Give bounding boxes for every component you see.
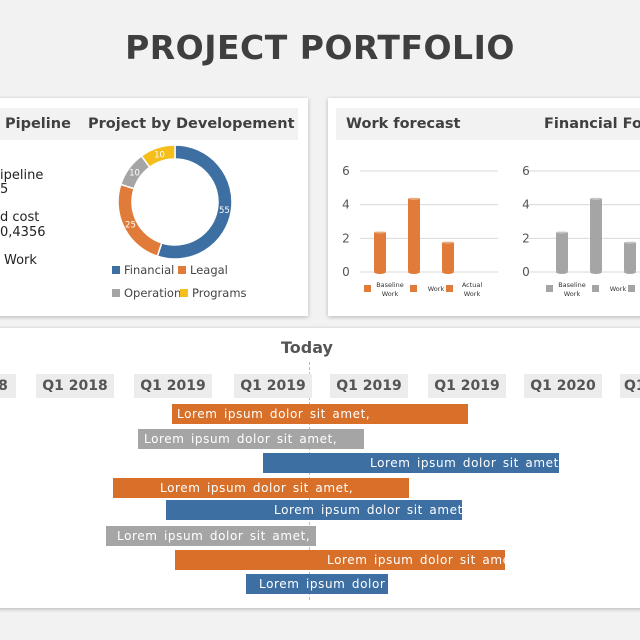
- timeline-task-bar[interactable]: Lorem ipsum dolor: [246, 574, 388, 594]
- bar: [374, 231, 386, 272]
- legend-leagal: Leagal: [178, 263, 228, 277]
- bar-cap: [556, 229, 568, 234]
- bar-base: [590, 270, 602, 274]
- bar-cap: [624, 239, 636, 244]
- pipeline-stat-label: ipeline: [0, 168, 44, 183]
- donut-data-label: 55: [219, 206, 230, 216]
- legend-operation: Operation: [112, 286, 181, 300]
- timeline-task-bar[interactable]: Lorem ipsum dolor sit amet,: [175, 550, 520, 570]
- work-stat-label: Work: [4, 253, 37, 268]
- donut-data-label: 25: [125, 221, 136, 231]
- legend-swatch: [546, 285, 553, 292]
- timeline-task-bar[interactable]: Lorem ipsum dolor sit amet,: [113, 478, 409, 498]
- legend-programs: Programs: [180, 286, 247, 300]
- legend-swatch: [410, 285, 417, 292]
- today-label: Today: [281, 338, 333, 357]
- quarter-label: Q1 2019: [330, 374, 408, 398]
- quarter-label: Q1 2019: [428, 374, 506, 398]
- legend-label: Work: [610, 285, 627, 293]
- quarter-label: Q1: [620, 374, 640, 398]
- cost-stat-label: d cost: [0, 210, 40, 225]
- bar-base: [556, 270, 568, 274]
- pipeline-header: Pipeline: [5, 116, 71, 132]
- timeline-task-bar[interactable]: Lorem ipsum dolor sit amet,: [263, 453, 563, 473]
- bar-cap: [374, 229, 386, 234]
- legend-label: Actual: [462, 281, 483, 289]
- bar: [442, 241, 454, 272]
- timeline-task-bar[interactable]: Lorem ipsum dolor sit amet,: [172, 404, 468, 424]
- panel-header-bg: [336, 108, 640, 140]
- panel-header-bg: [0, 108, 298, 140]
- quarter-label: Q1 2018: [36, 374, 114, 398]
- donut-data-label: 10: [154, 150, 165, 160]
- y-tick-label: 6: [522, 164, 530, 178]
- donut-data-label: 10: [129, 169, 140, 179]
- cost-stat-value: 0,4356: [0, 225, 46, 240]
- bar-cap: [590, 195, 602, 200]
- y-tick-label: 4: [522, 198, 530, 212]
- quarter-label: Q1 2019: [234, 374, 312, 398]
- timeline-task-bar[interactable]: Lorem ipsum dolor sit amet,: [106, 526, 316, 546]
- legend-swatch: [628, 285, 635, 292]
- legend-label: Work: [428, 285, 445, 293]
- work-forecast-header: Work forecast: [346, 116, 461, 132]
- bar-cap: [408, 195, 420, 200]
- bar-base: [624, 270, 636, 274]
- timeline-task-bar[interactable]: Lorem ipsum dolor sit amet,: [166, 500, 467, 520]
- quarter-label: 8: [0, 374, 16, 398]
- legend-label: Baseline: [558, 281, 586, 289]
- bar-base: [374, 270, 386, 274]
- quarter-label: Q1 2020: [524, 374, 602, 398]
- bar: [408, 197, 420, 272]
- quarter-label: Q1 2019: [134, 374, 212, 398]
- bar: [590, 197, 602, 272]
- legend-financial: Financial: [112, 263, 174, 277]
- development-header: Project by Developement: [88, 116, 295, 132]
- legend-swatch: [446, 285, 453, 292]
- page-title: PROJECT PORTFOLIO: [125, 28, 515, 67]
- donut-slice-financial: [156, 144, 233, 260]
- legend-label: Work: [564, 290, 581, 298]
- legend-label: Baseline: [376, 281, 404, 289]
- y-tick-label: 2: [522, 231, 530, 245]
- bar: [556, 231, 568, 272]
- y-tick-label: 2: [342, 231, 350, 245]
- pipeline-stat-value: 5: [0, 182, 9, 197]
- y-tick-label: 6: [342, 164, 350, 178]
- financial-forecast-header: Financial Fo: [544, 116, 640, 132]
- legend-label: Work: [464, 290, 481, 298]
- y-tick-label: 4: [342, 198, 350, 212]
- donut-slice-programs: [140, 144, 176, 169]
- bar-base: [442, 270, 454, 274]
- timeline-task-bar[interactable]: Lorem ipsum dolor sit amet,: [138, 429, 364, 449]
- forecast-panel: Work forecast Financial Fo 0 2 4 6 Baseline W…: [328, 98, 640, 316]
- legend-label: Work: [382, 290, 399, 298]
- legend-swatch: [592, 285, 599, 292]
- bar: [624, 241, 636, 272]
- y-tick-label: 0: [342, 265, 350, 279]
- legend-swatch: [364, 285, 371, 292]
- bar-base: [408, 270, 420, 274]
- development-panel: Pipeline Project by Developement ipeline…: [0, 98, 308, 316]
- bar-cap: [442, 239, 454, 244]
- y-tick-label: 0: [522, 265, 530, 279]
- development-donut-chart: 55 25 10 10: [117, 144, 233, 260]
